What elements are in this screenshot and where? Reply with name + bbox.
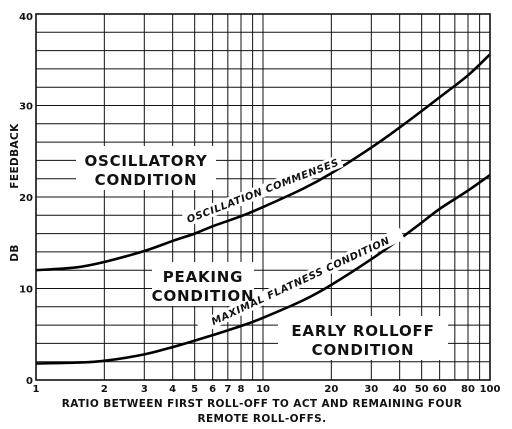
- oscillatory-region-line1: OSCILLATORY: [84, 152, 207, 170]
- y-tick-label: 10: [19, 285, 33, 296]
- y-tick-labels: 0 10 20 30 40: [19, 12, 33, 387]
- early-rolloff-region-line2: CONDITION: [312, 341, 415, 359]
- x-axis-title-line2: REMOTE ROLL-OFFS.: [198, 413, 327, 425]
- y-tick-label: 20: [19, 193, 33, 204]
- x-tick-label: 50: [415, 384, 429, 395]
- early-rolloff-label-bg: [278, 316, 448, 360]
- oscillation-commenses-label-bg: [181, 154, 344, 227]
- x-tick-label: 7: [224, 384, 231, 395]
- peaking-region-line2: CONDITION: [152, 287, 255, 305]
- y-tick-label: 30: [19, 102, 33, 113]
- x-tick-label: 30: [364, 384, 378, 395]
- x-tick-label: 2: [101, 384, 108, 395]
- y-axis-title-db: DB: [9, 244, 21, 262]
- y-tick-label: 0: [26, 376, 33, 387]
- x-tick-label: 1: [33, 384, 40, 395]
- early-rolloff-region-line1: EARLY ROLLOFF: [291, 322, 434, 340]
- plot-frame: [35, 13, 491, 381]
- x-tick-labels: 1 2 3 4 5 6 7 8 10 20 30 40 50 60 80 100: [33, 384, 501, 395]
- maximal-flatness-label-bg: [196, 227, 405, 335]
- x-tick-label: 4: [169, 384, 176, 395]
- grid-lines: [36, 14, 490, 380]
- peaking-region-line1: PEAKING: [163, 268, 244, 286]
- x-tick-label: 40: [393, 384, 407, 395]
- oscillatory-label-bg: [76, 146, 216, 190]
- oscillatory-region-line2: CONDITION: [95, 171, 198, 189]
- x-tick-label: 10: [256, 384, 270, 395]
- oscillation-boundary-curve: [35, 53, 491, 272]
- peaking-label-bg: [152, 262, 254, 306]
- y-tick-label: 40: [19, 12, 33, 23]
- x-axis-title-line1: RATIO BETWEEN FIRST ROLL-OFF TO ACT AND …: [62, 398, 462, 410]
- y-axis-title-feedback: FEEDBACK: [9, 123, 21, 189]
- maximal-flatness-curve: [35, 173, 491, 365]
- x-tick-label: 80: [461, 384, 475, 395]
- x-tick-label: 60: [433, 384, 447, 395]
- x-tick-label: 6: [209, 384, 216, 395]
- x-tick-label: 5: [191, 384, 198, 395]
- x-tick-label: 100: [480, 384, 501, 395]
- series-curves: [35, 53, 491, 365]
- x-tick-label: 8: [238, 384, 245, 395]
- x-tick-label: 20: [324, 384, 338, 395]
- x-tick-label: 3: [141, 384, 148, 395]
